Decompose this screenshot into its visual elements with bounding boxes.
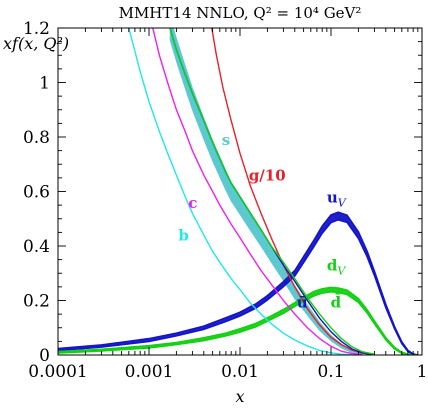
x-tick-label: 0.001 bbox=[125, 362, 174, 382]
series-band-d-v bbox=[58, 286, 418, 355]
chart-title: MMHT14 NNLO, Q² = 10⁴ GeV² bbox=[119, 4, 362, 22]
x-tick-label: 0.0001 bbox=[28, 362, 87, 382]
series-label-c: c bbox=[188, 194, 197, 212]
series-label-g: g/10 bbox=[249, 167, 286, 185]
x-tick-label: 0.1 bbox=[317, 362, 344, 382]
y-tick-label: 0.2 bbox=[23, 292, 50, 312]
y-tick-label: 0 bbox=[39, 346, 50, 366]
series-labels: g/10 s cb uV dV ū d̄ bbox=[178, 131, 346, 311]
x-axis-label: x bbox=[235, 387, 244, 406]
y-tick-label: 1.2 bbox=[23, 19, 50, 39]
plot-area bbox=[58, 28, 418, 355]
series-label-s: s bbox=[222, 131, 230, 149]
y-axis-label: xf(x, Q²) bbox=[3, 34, 69, 53]
series-line-dbar bbox=[169, 28, 375, 355]
series-label-dv: dV bbox=[327, 257, 347, 278]
series-label-dbar: d̄ bbox=[331, 293, 342, 312]
x-tick-label: 0.01 bbox=[221, 362, 259, 382]
plot-frame bbox=[57, 27, 423, 356]
series-line-c bbox=[152, 28, 363, 355]
series-label-b: b bbox=[178, 227, 189, 245]
y-tick-label: 0.6 bbox=[23, 183, 50, 203]
series-line-ubar bbox=[169, 28, 375, 355]
series-line-b bbox=[128, 28, 353, 355]
series-label-ubar: ū bbox=[297, 293, 308, 311]
y-tick-label: 0.4 bbox=[23, 237, 50, 257]
y-tick-label: 0.8 bbox=[23, 128, 50, 148]
x-tick-label: 1 bbox=[417, 362, 428, 382]
y-tick-label: 1 bbox=[39, 74, 50, 94]
series-label-uv: uV bbox=[327, 188, 347, 209]
axis-ticks: 0.0001 0.001 0.01 0.1 1 0 0.2 0.4 0.6 0.8 1 1.2 bbox=[23, 19, 427, 382]
